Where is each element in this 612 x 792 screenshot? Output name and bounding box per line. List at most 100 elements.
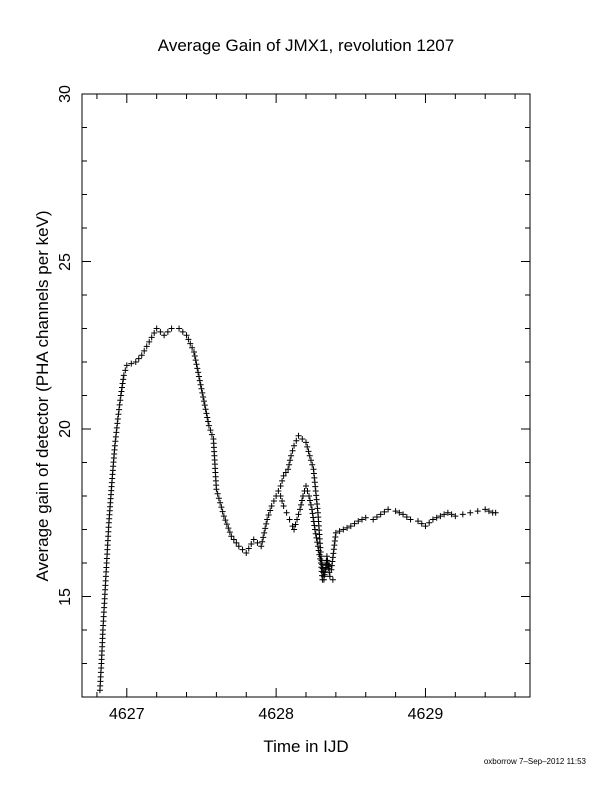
plot-frame (81, 93, 531, 698)
data-point (474, 508, 481, 515)
data-point (292, 521, 299, 528)
data-point (321, 571, 328, 578)
data-point (482, 506, 489, 513)
data-point (135, 355, 142, 362)
data-point (138, 352, 145, 359)
data-point (311, 522, 318, 529)
data-point (198, 385, 205, 392)
data-point (304, 487, 311, 494)
data-point (332, 529, 339, 536)
data-point (248, 541, 255, 548)
data-point (313, 534, 320, 541)
data-point (228, 533, 235, 540)
x-tick-label: 4629 (407, 706, 444, 723)
data-point (146, 338, 153, 345)
data-point (422, 523, 429, 530)
data-point (143, 343, 150, 350)
data-point (336, 528, 343, 535)
data-point (189, 344, 196, 351)
data-point (314, 543, 321, 550)
data-point (312, 530, 319, 537)
data-point (218, 504, 225, 511)
data-point (243, 549, 250, 556)
data-point (148, 334, 155, 341)
data-point (381, 508, 388, 515)
data-point (294, 516, 301, 523)
data-point (141, 347, 148, 354)
data-point (291, 526, 298, 533)
data-point (245, 545, 252, 552)
data-point (116, 401, 123, 408)
data-point (282, 469, 289, 476)
data-point (298, 501, 305, 508)
data-point (222, 517, 229, 524)
data-point (128, 360, 135, 367)
data-point (311, 526, 318, 533)
data-point (309, 510, 316, 517)
data-point (200, 398, 207, 405)
data-point (115, 411, 122, 418)
data-point (260, 534, 267, 541)
data-point (324, 557, 331, 564)
data-point (116, 406, 123, 413)
data-point (193, 361, 200, 368)
data-point (344, 524, 351, 531)
data-point (223, 521, 230, 528)
data-point (262, 525, 269, 532)
x-axis-label: Time in IJD (263, 737, 349, 756)
data-point (263, 520, 270, 527)
data-point (194, 365, 201, 372)
data-point (261, 529, 268, 536)
data-point (213, 486, 220, 493)
data-point (192, 357, 199, 364)
data-point (448, 511, 455, 518)
data-point (220, 513, 227, 520)
data-point (226, 529, 233, 536)
data-point (459, 511, 466, 518)
data-point (279, 498, 286, 505)
data-point (118, 388, 125, 395)
data-point (230, 536, 237, 543)
data-point (117, 397, 124, 404)
data-point (396, 509, 403, 516)
data-point (305, 493, 312, 499)
data-point (373, 513, 380, 520)
data-point (317, 555, 324, 562)
data-point (467, 509, 474, 516)
data-point (289, 447, 296, 454)
data-point (275, 487, 282, 494)
data-point (325, 565, 332, 572)
data-point (303, 439, 309, 446)
data-point (286, 461, 293, 468)
data-point (310, 518, 317, 525)
data-point (117, 392, 124, 399)
data-point (157, 328, 164, 335)
data-point (306, 452, 313, 459)
data-point (418, 520, 425, 527)
data-point (377, 511, 384, 518)
data-point (205, 422, 212, 429)
data-point (254, 539, 261, 546)
data-point (407, 516, 414, 523)
data-points (96, 325, 499, 694)
data-point (355, 518, 362, 525)
data-point (319, 561, 326, 568)
data-point (267, 507, 274, 514)
data-point (258, 543, 265, 550)
data-point (217, 499, 224, 506)
data-point (191, 353, 198, 360)
data-point (300, 493, 307, 499)
data-point (203, 410, 210, 417)
data-point (310, 514, 317, 521)
data-point (197, 381, 204, 388)
data-point (437, 513, 444, 520)
data-point (151, 329, 158, 336)
data-point (259, 538, 266, 545)
data-point (299, 436, 306, 443)
data-point (492, 509, 499, 516)
data-point (347, 523, 354, 530)
data-point (235, 543, 242, 550)
data-point (185, 336, 192, 343)
data-point (286, 516, 293, 523)
